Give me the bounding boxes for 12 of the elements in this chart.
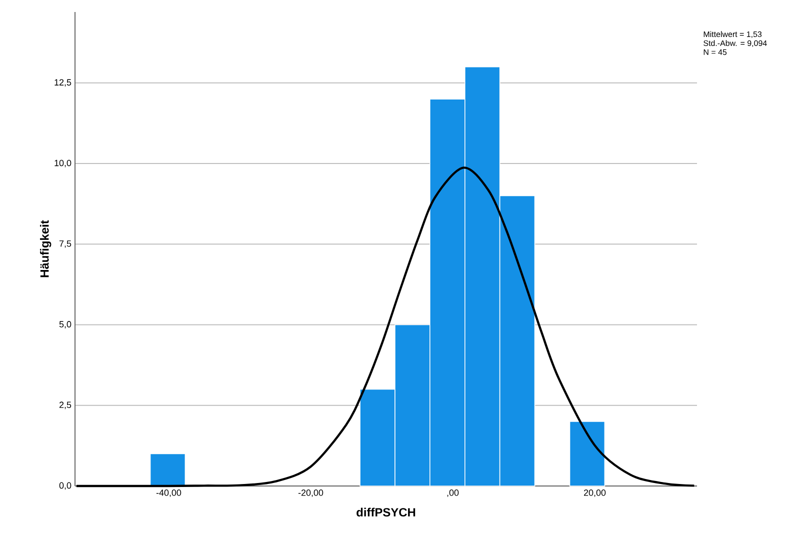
x-tick-label: 20,00 — [584, 490, 606, 497]
y-tick-label: 10,0 — [54, 160, 72, 168]
y-tick-label: 2,5 — [59, 402, 72, 410]
y-tick-label: 0,0 — [59, 482, 72, 490]
x-tick-label: ,00 — [447, 490, 459, 497]
x-axis-title: diffPSYCH — [356, 508, 416, 517]
y-tick-label: 12,5 — [54, 79, 72, 87]
y-axis-title: Häufigkeit — [40, 220, 52, 278]
x-tick-label: -20,00 — [298, 490, 324, 497]
y-tick-label: 5,0 — [59, 321, 72, 328]
y-tick-label: 7,5 — [59, 240, 72, 248]
x-tick-label: -40,00 — [156, 490, 182, 497]
